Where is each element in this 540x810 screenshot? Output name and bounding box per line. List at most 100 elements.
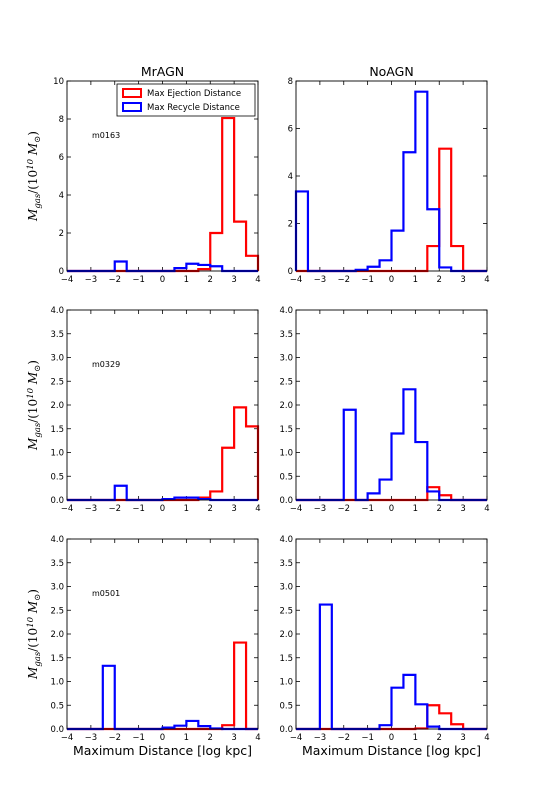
y-tick-label: 0.5 — [50, 472, 64, 482]
legend: Max Ejection Distance Max Recycle Distanc… — [116, 83, 256, 117]
y-tick-label: 10 — [53, 77, 64, 87]
y-tick-label: 4.0 — [279, 535, 293, 545]
hist-ejection-series — [67, 641, 258, 731]
x-tick-label: 4 — [255, 504, 260, 514]
y-tick-label: 3.5 — [279, 330, 293, 340]
y-tick-label: 6 — [59, 153, 64, 163]
hist-recycle-series — [67, 664, 258, 731]
hist-ejection-series — [67, 116, 260, 273]
legend-swatch-ejection — [122, 88, 142, 98]
x-tick-label: −1 — [361, 275, 374, 285]
legend-swatch-recycle — [122, 102, 142, 112]
x-tick-label: 3 — [231, 275, 236, 285]
x-tick-label: −4 — [61, 733, 74, 743]
x-tick-label: −2 — [108, 504, 121, 514]
y-tick-label: 2.5 — [279, 377, 293, 387]
y-tick-label: 3.5 — [279, 559, 293, 569]
panel-annotation: m0163 — [92, 131, 120, 140]
x-tick-label: 1 — [413, 733, 418, 743]
x-tick-label: 3 — [231, 504, 236, 514]
x-tick-label: −3 — [314, 275, 327, 285]
y-tick-label: 0.5 — [279, 472, 293, 482]
x-tick-label: −3 — [85, 275, 98, 285]
y-tick-label: 0 — [59, 267, 64, 277]
y-tick-label: 8 — [288, 77, 293, 87]
x-tick-label: −2 — [108, 733, 121, 743]
x-tick-label: 2 — [437, 275, 442, 285]
x-tick-label: 1 — [184, 275, 189, 285]
panel-noagn-m0501: −4 −3 −2 −1 0 1 2 3 4 0.0 0.5 1.0 1.5 2.0 2.5 3.0 3.5 4.0… — [279, 535, 489, 758]
x-tick-label: −2 — [337, 275, 350, 285]
y-tick-label: 0.0 — [50, 496, 64, 506]
y-tick-label: 2.5 — [50, 377, 64, 387]
panel-noagn-m0163: −4 −3 −2 −1 0 1 2 3 4 0 2 4 6 8 NoAGN — [288, 64, 490, 285]
x-tick-label: −1 — [132, 275, 145, 285]
column-title: NoAGN — [369, 64, 413, 79]
y-tick-label: 8 — [59, 115, 64, 125]
x-tick-label: 0 — [160, 504, 165, 514]
y-tick-label: 2 — [288, 220, 293, 230]
x-tick-label: −3 — [314, 733, 327, 743]
y-tick-label: 1.0 — [279, 678, 293, 688]
y-tick-label: 0.0 — [50, 725, 64, 735]
x-tick-label: −3 — [314, 504, 327, 514]
x-tick-label: −3 — [85, 733, 98, 743]
x-tick-label: 2 — [208, 733, 213, 743]
hist-recycle-series — [296, 388, 487, 502]
y-tick-label: 2.0 — [279, 630, 293, 640]
x-tick-label: 4 — [255, 275, 260, 285]
y-tick-label: 1.0 — [50, 678, 64, 688]
panel-annotation: m0501 — [92, 589, 120, 598]
y-tick-label: 4.0 — [50, 535, 64, 545]
hist-recycle-series — [294, 90, 487, 273]
panel-mragn-m0329: −4 −3 −2 −1 0 1 2 3 4 0.0 0.5 1.0 1.5 2.0 2.5 3.0 3.5 4.0… — [26, 306, 261, 514]
x-tick-label: 3 — [460, 733, 465, 743]
x-tick-label: −4 — [290, 504, 303, 514]
x-tick-label: 2 — [437, 504, 442, 514]
x-tick-label: −1 — [361, 504, 374, 514]
x-tick-label: −4 — [61, 275, 74, 285]
y-tick-label: 3.5 — [50, 330, 64, 340]
y-axis-label: Mgas/(1010 M⊙) — [26, 360, 43, 451]
x-tick-label: 1 — [413, 275, 418, 285]
axes-frame — [66, 309, 259, 501]
panel-mragn-m0501: −4 −3 −2 −1 0 1 2 3 4 0.0 0.5 1.0 1.5 2.0 2.5 3.0 3.5 4.0… — [26, 535, 261, 758]
axes-frame — [295, 538, 488, 730]
y-tick-label: 4 — [59, 191, 64, 201]
y-tick-label: 1.0 — [279, 449, 293, 459]
x-tick-label: 3 — [460, 504, 465, 514]
y-tick-label: 3.5 — [50, 559, 64, 569]
x-tick-label: −1 — [361, 733, 374, 743]
y-tick-label: 0.5 — [279, 701, 293, 711]
x-tick-label: −1 — [132, 504, 145, 514]
panel-mragn-m0163: −4 −3 −2 −1 0 1 2 3 4 0 2 4 6 8 10 m0163 Mgas/(1010 M⊙) M… — [26, 64, 261, 285]
x-tick-label: 4 — [484, 504, 489, 514]
x-tick-label: −4 — [61, 504, 74, 514]
x-tick-label: 0 — [389, 733, 394, 743]
x-tick-label: −4 — [290, 733, 303, 743]
y-tick-label: 6 — [288, 125, 293, 135]
x-tick-label: 2 — [208, 275, 213, 285]
x-axis-label: Maximum Distance [log kpc] — [73, 743, 252, 758]
y-tick-label: 2.5 — [50, 606, 64, 616]
y-axis-label: Mgas/(1010 M⊙) — [26, 131, 43, 222]
x-tick-label: 3 — [460, 275, 465, 285]
y-tick-label: 2.0 — [279, 401, 293, 411]
y-tick-label: 3.0 — [50, 583, 64, 593]
y-tick-label: 2 — [59, 229, 64, 239]
axes-frame — [295, 309, 488, 501]
axes-frame — [295, 80, 488, 272]
y-tick-label: 0.0 — [279, 725, 293, 735]
x-tick-label: 4 — [255, 733, 260, 743]
x-tick-label: 0 — [389, 275, 394, 285]
y-tick-label: 1.5 — [279, 425, 293, 435]
x-tick-label: 1 — [184, 733, 189, 743]
y-tick-label: 0.5 — [50, 701, 64, 711]
y-tick-label: 1.5 — [279, 654, 293, 664]
y-tick-label: 4.0 — [50, 306, 64, 316]
x-tick-label: 4 — [484, 733, 489, 743]
y-tick-label: 0 — [288, 267, 293, 277]
y-tick-label: 3.0 — [279, 354, 293, 364]
panel-noagn-m0329: −4 −3 −2 −1 0 1 2 3 4 0.0 0.5 1.0 1.5 2.0 2.5 3.0 3.5 4.0 — [279, 306, 489, 514]
